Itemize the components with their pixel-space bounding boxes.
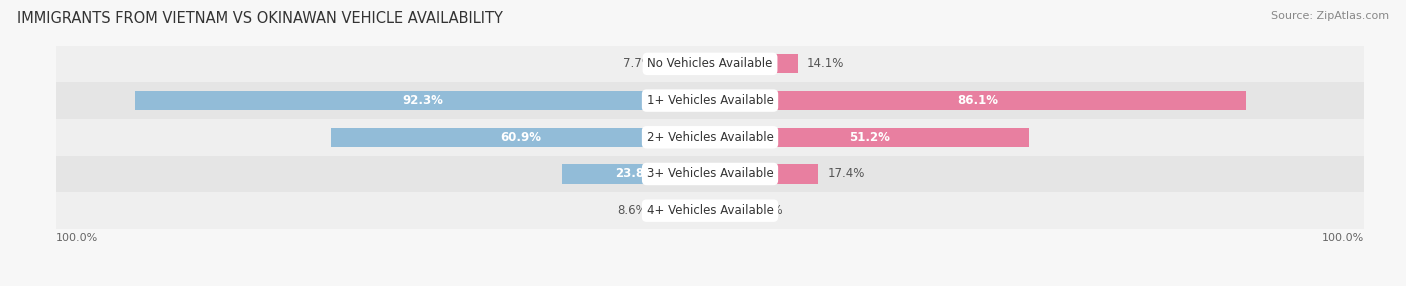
Bar xyxy=(710,164,818,184)
Text: 86.1%: 86.1% xyxy=(957,94,998,107)
Bar xyxy=(662,54,710,74)
Text: IMMIGRANTS FROM VIETNAM VS OKINAWAN VEHICLE AVAILABILITY: IMMIGRANTS FROM VIETNAM VS OKINAWAN VEHI… xyxy=(17,11,503,26)
Text: 51.2%: 51.2% xyxy=(849,131,890,144)
Text: 3+ Vehicles Available: 3+ Vehicles Available xyxy=(647,168,773,180)
Text: 7.7%: 7.7% xyxy=(623,57,652,70)
Bar xyxy=(56,119,1364,156)
Text: 4+ Vehicles Available: 4+ Vehicles Available xyxy=(647,204,773,217)
Text: No Vehicles Available: No Vehicles Available xyxy=(647,57,773,70)
Bar xyxy=(56,45,1364,82)
Text: 92.3%: 92.3% xyxy=(402,94,443,107)
Text: 100.0%: 100.0% xyxy=(56,233,98,243)
Bar xyxy=(56,156,1364,192)
Text: 5.5%: 5.5% xyxy=(754,204,783,217)
Bar xyxy=(657,201,710,220)
Text: 23.8%: 23.8% xyxy=(616,168,657,180)
Text: 1+ Vehicles Available: 1+ Vehicles Available xyxy=(647,94,773,107)
Bar xyxy=(135,91,710,110)
Bar xyxy=(710,201,744,220)
Bar xyxy=(56,82,1364,119)
Text: 8.6%: 8.6% xyxy=(617,204,647,217)
Bar xyxy=(562,164,710,184)
Text: 17.4%: 17.4% xyxy=(828,168,865,180)
Bar xyxy=(330,128,710,147)
Bar xyxy=(710,128,1029,147)
Text: 100.0%: 100.0% xyxy=(1322,233,1364,243)
Bar xyxy=(710,91,1246,110)
Bar xyxy=(56,192,1364,229)
Bar xyxy=(710,54,797,74)
Text: 2+ Vehicles Available: 2+ Vehicles Available xyxy=(647,131,773,144)
Text: Source: ZipAtlas.com: Source: ZipAtlas.com xyxy=(1271,11,1389,21)
Text: 14.1%: 14.1% xyxy=(807,57,845,70)
Text: 60.9%: 60.9% xyxy=(501,131,541,144)
